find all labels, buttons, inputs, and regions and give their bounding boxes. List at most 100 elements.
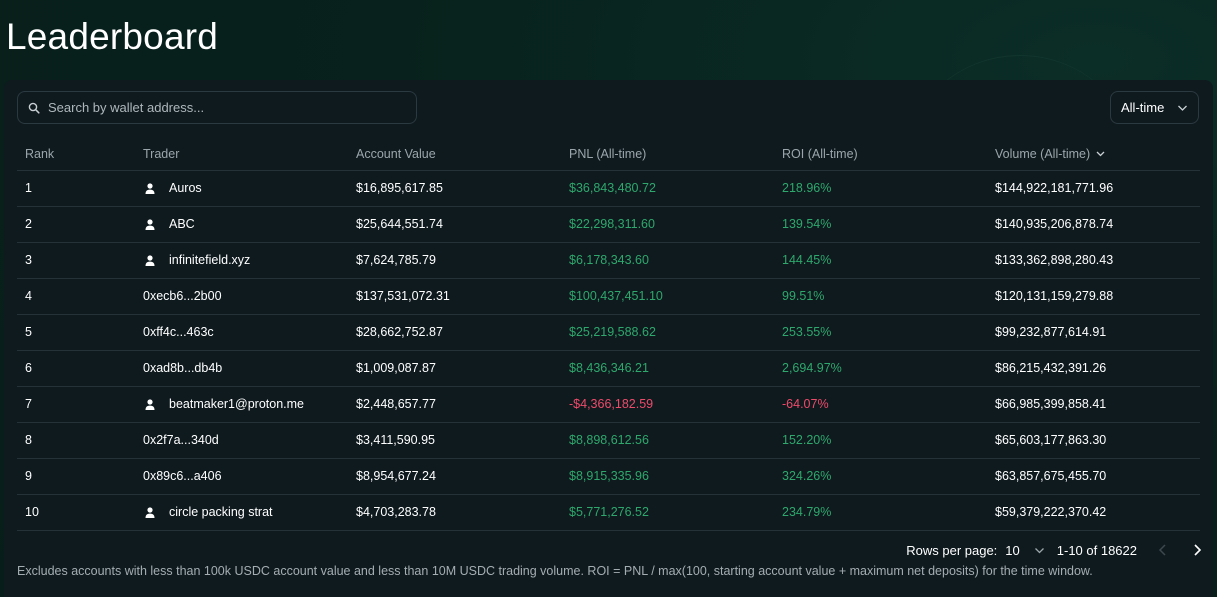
table-row[interactable]: 8 0x2f7a...340d $3,411,590.95 $8,898,612.56… [17, 422, 1200, 459]
cell-roi: 253.55% [774, 314, 987, 351]
trader-info: infinitefield.xyz [143, 253, 348, 267]
trader-info: 0xad8b...db4b [143, 361, 348, 375]
user-icon [145, 254, 155, 266]
cell-volume: $133,362,898,280.43 [987, 242, 1200, 279]
cell-volume: $144,922,181,771.96 [987, 170, 1200, 207]
cell-volume: $65,603,177,863.30 [987, 422, 1200, 459]
header-rank[interactable]: Rank [17, 138, 135, 171]
cell-pnl: $8,436,346.21 [561, 350, 774, 387]
table-row[interactable]: 4 0xecb6...2b00 $137,531,072.31 $100,437,45… [17, 278, 1200, 315]
trader-name: 0xad8b...db4b [143, 361, 223, 375]
cell-trader[interactable]: 0xff4c...463c [135, 314, 348, 351]
table-row[interactable]: 9 0x89c6...a406 $8,954,677.24 $8,915,335.96… [17, 458, 1200, 495]
table-row[interactable]: 3 infinitefield.xyz $7,624,785.79 $6,178,34… [17, 242, 1200, 279]
trader-name: infinitefield.xyz [169, 253, 251, 267]
page-title: Leaderboard [6, 16, 219, 57]
cell-volume: $140,935,206,878.74 [987, 206, 1200, 243]
chevron-down-icon [1178, 105, 1187, 111]
table-row[interactable]: 1 Auros $16,895,617.85 $36,843,480.72 218.96… [17, 170, 1200, 207]
leaderboard-table: Rank Trader Account Value PNL (All-time)… [17, 138, 1200, 531]
footnote: Excludes accounts with less than 100k US… [17, 564, 1093, 578]
leaderboard-panel: All-time Rank Trader Account Value PNL (… [4, 80, 1213, 597]
user-icon [145, 506, 155, 518]
cell-rank: 7 [17, 386, 135, 423]
user-icon [145, 182, 155, 194]
trader-name: ABC [169, 217, 195, 231]
search-box[interactable] [17, 91, 417, 124]
table-row[interactable]: 5 0xff4c...463c $28,662,752.87 $25,219,588.… [17, 314, 1200, 351]
header-roi[interactable]: ROI (All-time) [774, 138, 987, 171]
cell-trader[interactable]: 0x89c6...a406 [135, 458, 348, 495]
trader-name: 0xff4c...463c [143, 325, 214, 339]
cell-account-value: $7,624,785.79 [348, 242, 561, 279]
cell-rank: 4 [17, 278, 135, 315]
trader-name: circle packing strat [169, 505, 273, 519]
cell-trader[interactable]: beatmaker1@proton.me [135, 386, 348, 423]
trader-name: beatmaker1@proton.me [169, 397, 304, 411]
cell-account-value: $137,531,072.31 [348, 278, 561, 315]
cell-account-value: $4,703,283.78 [348, 494, 561, 531]
cell-roi: 234.79% [774, 494, 987, 531]
table-row[interactable]: 10 circle packing strat $4,703,283.78 $5,77… [17, 494, 1200, 531]
cell-roi: 144.45% [774, 242, 987, 279]
cell-trader[interactable]: 0xad8b...db4b [135, 350, 348, 387]
cell-trader[interactable]: 0x2f7a...340d [135, 422, 348, 459]
table-row[interactable]: 6 0xad8b...db4b $1,009,087.87 $8,436,346.21… [17, 350, 1200, 387]
cell-pnl: -$4,366,182.59 [561, 386, 774, 423]
rows-per-page-label: Rows per page: [906, 542, 998, 558]
trader-info: 0x89c6...a406 [143, 469, 348, 483]
trader-info: beatmaker1@proton.me [143, 397, 348, 411]
trader-name: 0xecb6...2b00 [143, 289, 222, 303]
search-icon [28, 102, 40, 114]
table-row[interactable]: 2 ABC $25,644,551.74 $22,298,311.60 139.54% $… [17, 206, 1200, 243]
trader-name: 0x2f7a...340d [143, 433, 219, 447]
trader-info: 0x2f7a...340d [143, 433, 348, 447]
cell-trader[interactable]: Auros [135, 170, 348, 207]
cell-roi: 324.26% [774, 458, 987, 495]
cell-rank: 5 [17, 314, 135, 351]
header-pnl[interactable]: PNL (All-time) [561, 138, 774, 171]
trader-info: 0xff4c...463c [143, 325, 348, 339]
table-row[interactable]: 7 beatmaker1@proton.me $2,448,657.77 -$4,36… [17, 386, 1200, 423]
cell-trader[interactable]: 0xecb6...2b00 [135, 278, 348, 315]
cell-rank: 6 [17, 350, 135, 387]
header-trader[interactable]: Trader [135, 138, 348, 171]
cell-trader[interactable]: infinitefield.xyz [135, 242, 348, 279]
user-icon [145, 218, 155, 230]
trader-info: circle packing strat [143, 505, 348, 519]
time-range-select[interactable]: All-time [1110, 91, 1199, 124]
pagination: Rows per page: 10 1-10 of 18622 [906, 540, 1205, 560]
trader-name: 0x89c6...a406 [143, 469, 222, 483]
header-account-value[interactable]: Account Value [348, 138, 561, 171]
cell-volume: $66,985,399,858.41 [987, 386, 1200, 423]
table-header-row: Rank Trader Account Value PNL (All-time)… [17, 138, 1200, 171]
cell-rank: 2 [17, 206, 135, 243]
cell-pnl: $8,915,335.96 [561, 458, 774, 495]
time-range-value: All-time [1121, 100, 1165, 115]
header-volume-label: Volume (All-time) [995, 146, 1091, 161]
trader-info: Auros [143, 181, 348, 195]
table-body: 1 Auros $16,895,617.85 $36,843,480.72 218.96… [17, 170, 1200, 531]
header-volume[interactable]: Volume (All-time) [987, 138, 1200, 171]
cell-volume: $59,379,222,370.42 [987, 494, 1200, 531]
cell-account-value: $16,895,617.85 [348, 170, 561, 207]
cell-trader[interactable]: ABC [135, 206, 348, 243]
next-page-button[interactable] [1189, 542, 1205, 558]
trader-info: 0xecb6...2b00 [143, 289, 348, 303]
cell-account-value: $8,954,677.24 [348, 458, 561, 495]
user-icon [145, 398, 155, 410]
rows-per-page-select[interactable]: 10 [1005, 543, 1044, 558]
cell-roi: 152.20% [774, 422, 987, 459]
chevron-down-icon [1034, 547, 1044, 553]
cell-trader[interactable]: circle packing strat [135, 494, 348, 531]
cell-volume: $120,131,159,279.88 [987, 278, 1200, 315]
cell-pnl: $22,298,311.60 [561, 206, 774, 243]
background-decoration [900, 55, 1140, 175]
chevron-left-icon [1158, 544, 1166, 556]
search-input[interactable] [48, 100, 408, 115]
cell-pnl: $25,219,588.62 [561, 314, 774, 351]
previous-page-button[interactable] [1155, 542, 1171, 558]
trader-info: ABC [143, 217, 348, 231]
cell-account-value: $3,411,590.95 [348, 422, 561, 459]
cell-roi: -64.07% [774, 386, 987, 423]
